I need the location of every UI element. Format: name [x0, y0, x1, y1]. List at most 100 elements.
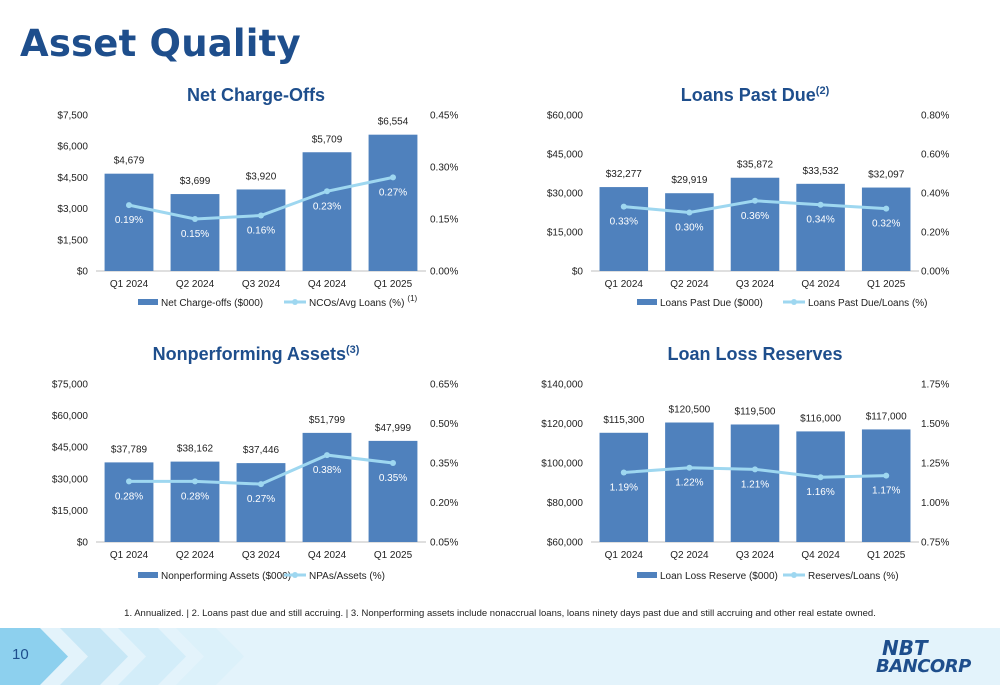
ratio-point [620, 203, 627, 210]
category-label: Q3 2024 [736, 550, 775, 561]
bar [599, 187, 649, 271]
category-label: Q1 2025 [867, 550, 906, 561]
bar-data-label: $29,919 [671, 175, 708, 186]
bar [665, 422, 714, 542]
category-label: Q1 2024 [605, 550, 644, 561]
bar [861, 429, 911, 542]
chart-title: Loans Past Due(2) [681, 85, 830, 105]
ratio-data-label: 0.27% [379, 187, 407, 198]
chart-title: Loan Loss Reserves [667, 344, 842, 364]
bar-data-label: $32,277 [606, 169, 643, 180]
legend-line-marker [292, 299, 298, 305]
ratio-data-label: 0.28% [115, 491, 143, 502]
left-axis-tick-label: $60,000 [547, 538, 584, 549]
left-axis-tick-label: $0 [572, 267, 584, 278]
ratio-data-label: 1.17% [872, 486, 900, 497]
bar [368, 440, 418, 542]
ratio-data-label: 0.23% [313, 201, 341, 212]
left-axis-tick-label: $1,500 [57, 235, 88, 246]
legend-bar-label: Loans Past Due ($000) [660, 298, 763, 309]
bar [796, 431, 845, 542]
legend: Loan Loss Reserve ($000) Reserves/Loans (… [637, 571, 899, 582]
category-label: Q4 2024 [801, 550, 840, 561]
bar-data-label: $6,554 [378, 117, 409, 128]
ratio-data-label: 0.16% [247, 226, 275, 237]
ratio-point [817, 474, 824, 481]
right-axis-tick-label: 1.75% [921, 380, 949, 391]
bar-data-label: $3,920 [246, 171, 277, 182]
footer-band [0, 628, 1000, 685]
ratio-point [686, 464, 693, 471]
logo-line-2: BANCORP [876, 656, 971, 677]
right-axis-tick-label: 0.00% [430, 267, 458, 278]
ratio-data-label: 1.16% [806, 487, 834, 498]
right-axis-tick-label: 0.20% [430, 498, 458, 509]
legend-bar-label: Loan Loss Reserve ($000) [660, 571, 778, 582]
chart-title: Net Charge-Offs [187, 85, 325, 105]
bar [236, 189, 286, 271]
right-axis-tick-label: 0.00% [921, 267, 949, 278]
category-label: Q4 2024 [308, 279, 347, 290]
footer-chevron-1 [0, 628, 68, 685]
ratio-point [752, 466, 758, 473]
legend-line-label: NPAs/Assets (%) [309, 571, 385, 582]
ratio-point [883, 472, 890, 479]
left-axis-tick-label: $0 [77, 267, 89, 278]
ratio-data-label: 0.35% [379, 473, 407, 484]
nbt-bancorp-logo: NBT BANCORP [868, 636, 988, 680]
bar [302, 432, 352, 542]
chart-2: Loans Past Due(2) $0 $15,000 $30,000 $45,000… [547, 85, 950, 309]
bar-data-label: $4,679 [114, 156, 145, 167]
category-label: Q1 2024 [110, 279, 149, 290]
bar-data-label: $38,162 [177, 444, 214, 455]
left-axis-tick-label: $7,500 [57, 111, 88, 122]
category-label: Q1 2024 [605, 279, 644, 290]
ratio-data-label: 0.32% [872, 219, 900, 230]
bar-data-label: $120,500 [669, 405, 711, 416]
category-label: Q3 2024 [736, 279, 775, 290]
footer-chevron-2 [60, 628, 128, 685]
category-label: Q1 2025 [867, 279, 906, 290]
ratio-data-label: 0.28% [181, 491, 209, 502]
category-label: Q2 2024 [176, 550, 215, 561]
ratio-point [324, 188, 330, 195]
bar-data-label: $3,699 [180, 176, 211, 187]
chart-3: Nonperforming Assets(3) $0 $15,000 $30,000 $… [52, 344, 459, 582]
right-axis-tick-label: 0.30% [430, 163, 458, 174]
bar [730, 177, 780, 271]
legend-bar-swatch [637, 299, 657, 305]
page-number: 10 [12, 646, 29, 663]
left-axis-tick-label: $120,000 [541, 419, 583, 430]
chart-1: Net Charge-Offs $0 $1,500 $3,000 $4,500 $6,00… [57, 85, 458, 309]
right-axis-tick-label: 0.15% [430, 215, 458, 226]
page-title: Asset Quality [20, 22, 301, 65]
ratio-data-label: 1.19% [610, 482, 638, 493]
legend-bar-label: Net Charge-offs ($000) [161, 298, 263, 309]
footer-chevron-4 [176, 628, 244, 685]
right-axis-tick-label: 0.45% [430, 111, 458, 122]
bar-data-label: $33,532 [803, 166, 840, 177]
category-label: Q1 2024 [110, 550, 149, 561]
right-axis-tick-label: 1.25% [921, 459, 949, 470]
ratio-point [620, 469, 627, 476]
logo-line-1: NBT [882, 636, 928, 660]
bar [170, 194, 220, 271]
bar [170, 461, 220, 542]
ratio-point [258, 481, 264, 488]
category-label: Q2 2024 [670, 279, 709, 290]
left-axis-tick-label: $45,000 [547, 150, 584, 161]
legend: Net Charge-offs ($000) NCOs/Avg Loans (%)… [138, 294, 418, 309]
legend-line-marker [791, 299, 797, 305]
right-axis-tick-label: 0.75% [921, 538, 949, 549]
bar-data-label: $51,799 [309, 415, 346, 426]
category-label: Q4 2024 [308, 550, 347, 561]
category-label: Q1 2025 [374, 279, 413, 290]
ratio-point [258, 212, 264, 219]
category-label: Q3 2024 [242, 550, 281, 561]
right-axis-tick-label: 0.40% [921, 189, 949, 200]
bar-data-label: $37,446 [243, 445, 280, 456]
chart-title: Nonperforming Assets(3) [153, 344, 360, 364]
bar [796, 183, 845, 271]
ratio-data-label: 1.21% [741, 479, 769, 490]
left-axis-tick-label: $80,000 [547, 498, 584, 509]
